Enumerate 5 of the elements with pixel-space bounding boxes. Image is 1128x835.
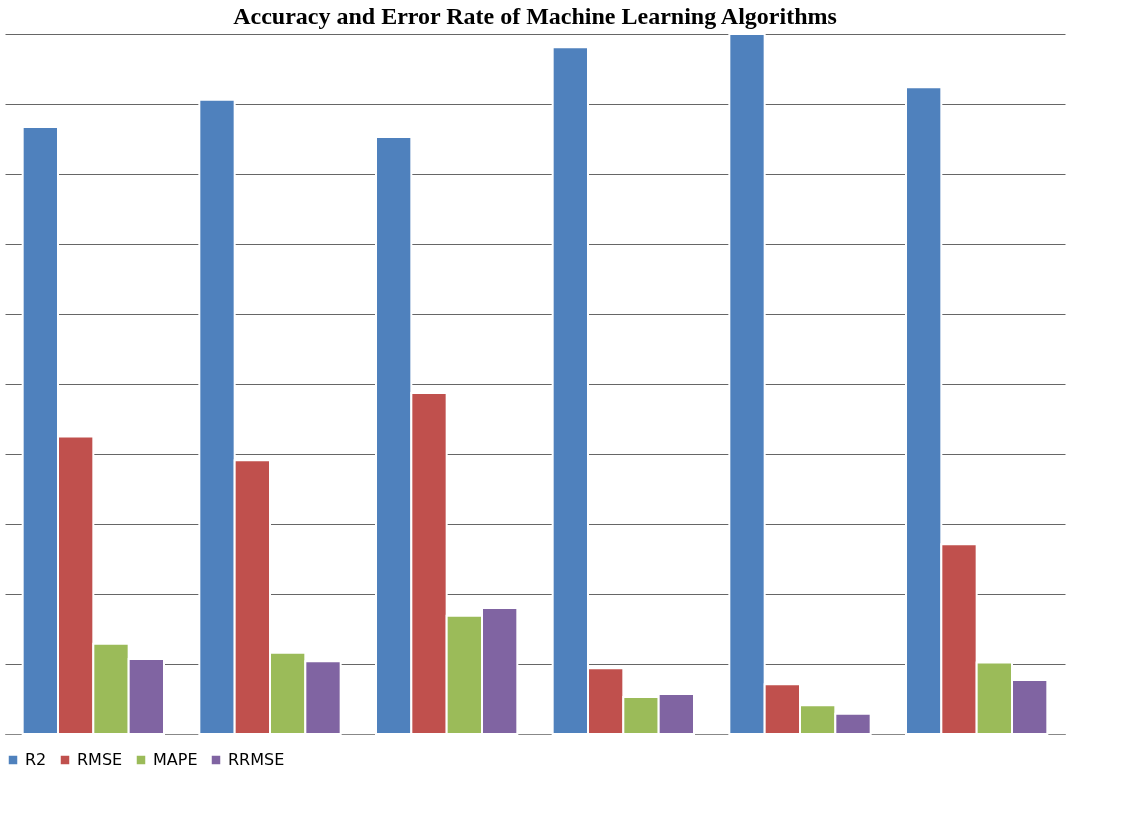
chart-title: Accuracy and Error Rate of Machine Learning Algorithms	[233, 3, 837, 29]
legend-label: MAPE	[153, 750, 198, 769]
legend-label: RRMSE	[228, 750, 285, 769]
legend-label: RMSE	[77, 750, 123, 769]
legend-label: R2	[25, 750, 47, 769]
